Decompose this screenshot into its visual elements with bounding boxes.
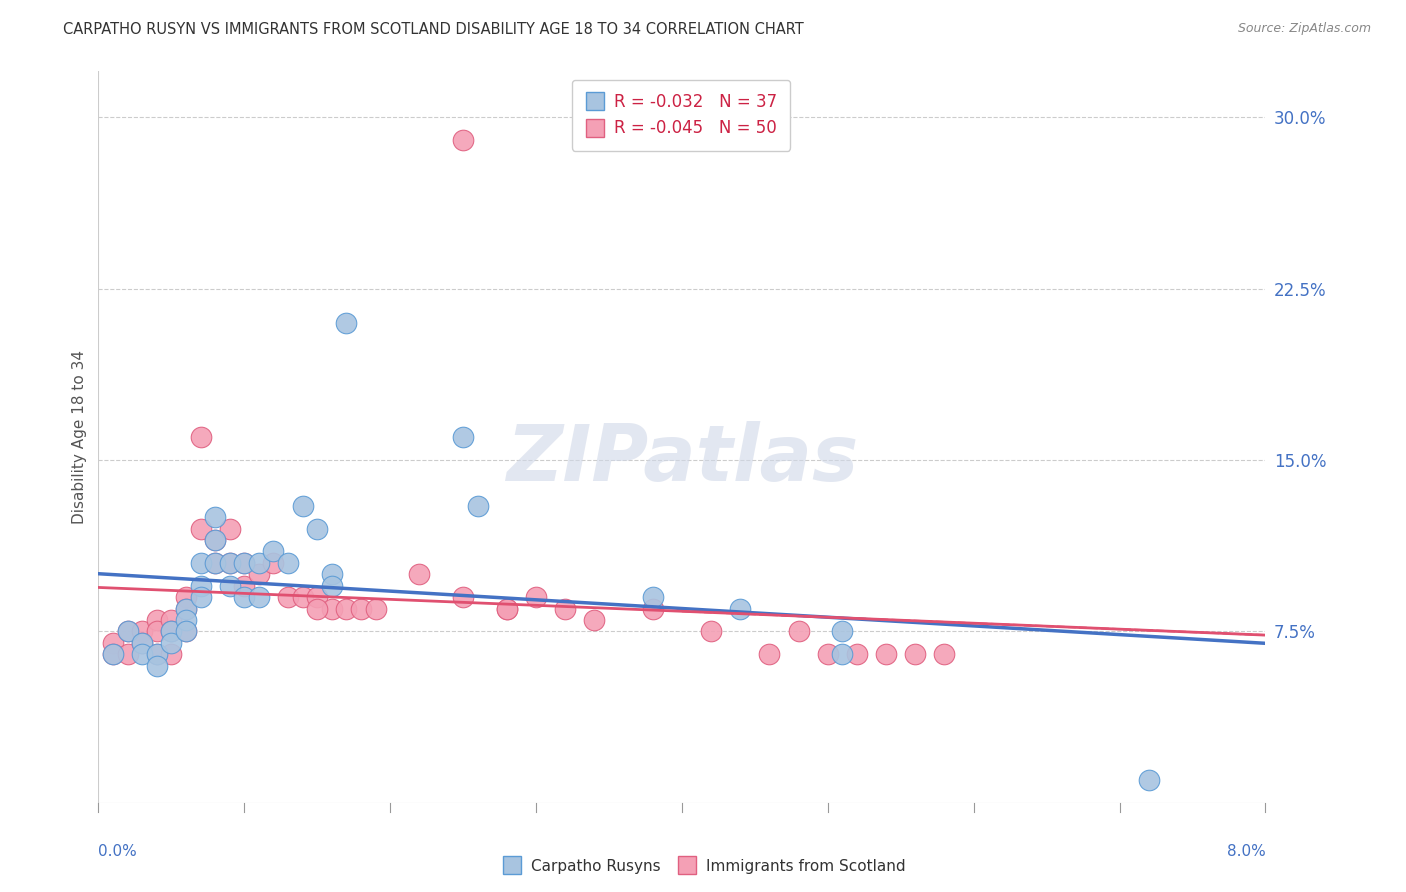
Point bbox=[277, 556, 299, 570]
Point bbox=[583, 613, 606, 627]
Point bbox=[146, 613, 169, 627]
Point bbox=[174, 624, 197, 639]
Point bbox=[233, 579, 256, 593]
Point bbox=[817, 647, 839, 661]
Point bbox=[846, 647, 869, 661]
Point bbox=[174, 601, 197, 615]
Point bbox=[160, 624, 183, 639]
Text: ZIPatlas: ZIPatlas bbox=[506, 421, 858, 497]
Point bbox=[233, 590, 256, 604]
Point bbox=[204, 533, 226, 547]
Point bbox=[335, 316, 357, 330]
Point bbox=[233, 556, 256, 570]
Point bbox=[190, 590, 212, 604]
Point bbox=[451, 133, 474, 147]
Point bbox=[787, 624, 810, 639]
Point bbox=[307, 521, 329, 535]
Point bbox=[758, 647, 780, 661]
Point bbox=[160, 613, 183, 627]
Point bbox=[174, 590, 197, 604]
Point bbox=[204, 533, 226, 547]
Point bbox=[174, 601, 197, 615]
Point bbox=[321, 579, 343, 593]
Point bbox=[131, 624, 153, 639]
Point bbox=[554, 601, 576, 615]
Point bbox=[131, 636, 153, 650]
Point bbox=[524, 590, 547, 604]
Point bbox=[247, 590, 270, 604]
Point bbox=[218, 521, 240, 535]
Point bbox=[307, 590, 329, 604]
Point bbox=[700, 624, 723, 639]
Point bbox=[904, 647, 927, 661]
Point bbox=[321, 567, 343, 582]
Point bbox=[190, 430, 212, 444]
Point bbox=[117, 624, 139, 639]
Point bbox=[831, 647, 853, 661]
Point bbox=[262, 544, 284, 558]
Y-axis label: Disability Age 18 to 34: Disability Age 18 to 34 bbox=[72, 350, 87, 524]
Point bbox=[117, 624, 139, 639]
Point bbox=[204, 556, 226, 570]
Point bbox=[101, 647, 124, 661]
Point bbox=[728, 601, 751, 615]
Point bbox=[1137, 772, 1160, 787]
Point bbox=[467, 499, 489, 513]
Point bbox=[146, 647, 169, 661]
Point bbox=[321, 601, 343, 615]
Point bbox=[496, 601, 519, 615]
Point bbox=[131, 636, 153, 650]
Point bbox=[496, 601, 519, 615]
Point bbox=[174, 613, 197, 627]
Point bbox=[364, 601, 387, 615]
Point bbox=[218, 556, 240, 570]
Point bbox=[204, 556, 226, 570]
Point bbox=[131, 647, 153, 661]
Text: Source: ZipAtlas.com: Source: ZipAtlas.com bbox=[1237, 22, 1371, 36]
Point bbox=[146, 658, 169, 673]
Point bbox=[190, 556, 212, 570]
Point bbox=[277, 590, 299, 604]
Point bbox=[247, 567, 270, 582]
Point bbox=[307, 601, 329, 615]
Point bbox=[831, 624, 853, 639]
Text: CARPATHO RUSYN VS IMMIGRANTS FROM SCOTLAND DISABILITY AGE 18 TO 34 CORRELATION C: CARPATHO RUSYN VS IMMIGRANTS FROM SCOTLA… bbox=[63, 22, 804, 37]
Point bbox=[247, 556, 270, 570]
Point bbox=[218, 556, 240, 570]
Point bbox=[291, 499, 314, 513]
Text: 0.0%: 0.0% bbox=[98, 844, 138, 859]
Point bbox=[101, 647, 124, 661]
Legend: R = -0.032   N = 37, R = -0.045   N = 50: R = -0.032 N = 37, R = -0.045 N = 50 bbox=[572, 79, 790, 151]
Point bbox=[160, 647, 183, 661]
Point bbox=[146, 647, 169, 661]
Point bbox=[350, 601, 373, 615]
Point bbox=[101, 636, 124, 650]
Point bbox=[262, 556, 284, 570]
Point bbox=[218, 579, 240, 593]
Point bbox=[160, 624, 183, 639]
Legend: Carpatho Rusyns, Immigrants from Scotland: Carpatho Rusyns, Immigrants from Scotlan… bbox=[494, 853, 912, 880]
Point bbox=[641, 590, 664, 604]
Point bbox=[335, 601, 357, 615]
Point bbox=[875, 647, 897, 661]
Point bbox=[233, 556, 256, 570]
Point bbox=[451, 590, 474, 604]
Point bbox=[451, 430, 474, 444]
Point bbox=[190, 521, 212, 535]
Point bbox=[934, 647, 956, 661]
Point bbox=[117, 647, 139, 661]
Point bbox=[291, 590, 314, 604]
Point bbox=[190, 579, 212, 593]
Point bbox=[408, 567, 430, 582]
Point bbox=[174, 624, 197, 639]
Point bbox=[641, 601, 664, 615]
Point bbox=[204, 510, 226, 524]
Point bbox=[146, 624, 169, 639]
Text: 8.0%: 8.0% bbox=[1226, 844, 1265, 859]
Point bbox=[160, 636, 183, 650]
